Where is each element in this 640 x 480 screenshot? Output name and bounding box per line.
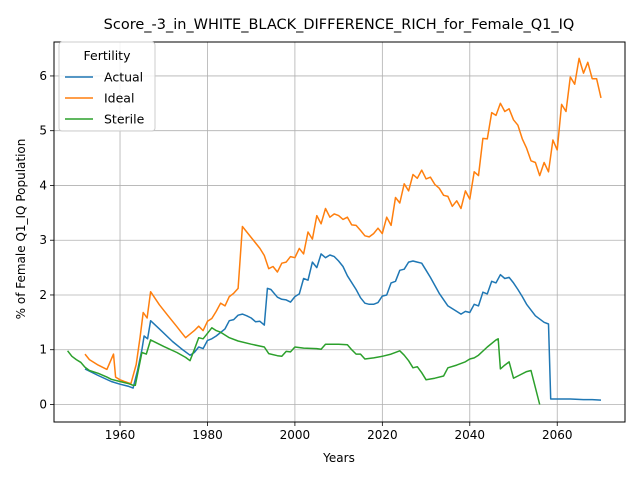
axis-ticks: 1960 1980 2000 2020 2040 2060 0 1 2 3 4 5 6 (39, 69, 572, 442)
x-tick-label: 2000 (280, 428, 311, 442)
y-tick-label: 4 (39, 178, 47, 192)
y-tick-label: 2 (39, 288, 47, 302)
series-line-ideal (84, 57, 602, 385)
series-lines (67, 57, 602, 405)
legend-label-actual: Actual (104, 70, 143, 85)
x-tick-label: 2060 (542, 428, 573, 442)
y-tick-label: 6 (39, 69, 47, 83)
legend-box (58, 41, 156, 132)
y-axis-label: % of Female Q1_IQ Population (14, 139, 28, 320)
grid (54, 42, 625, 422)
series-line-sterile (67, 327, 541, 405)
y-tick-label: 1 (39, 343, 47, 357)
legend: Fertility Actual Ideal Sterile (58, 41, 156, 132)
plot-frame (53, 41, 626, 423)
legend-entries: Actual Ideal Sterile (65, 70, 145, 127)
x-tick-label: 1980 (192, 428, 223, 442)
x-tick-label: 2040 (455, 428, 486, 442)
y-tick-label: 0 (39, 397, 47, 411)
x-axis-label: Years (322, 451, 355, 465)
legend-label-ideal: Ideal (104, 91, 134, 106)
y-tick-label: 5 (39, 124, 47, 138)
series-line-actual (84, 253, 602, 401)
x-tick-label: 1960 (105, 428, 136, 442)
x-tick-label: 2020 (367, 428, 398, 442)
y-tick-label: 3 (39, 233, 47, 247)
chart-title: Score_-3_in_WHITE_BLACK_DIFFERENCE_RICH_… (104, 17, 575, 33)
legend-label-sterile: Sterile (104, 112, 145, 127)
legend-title: Fertility (84, 48, 132, 63)
